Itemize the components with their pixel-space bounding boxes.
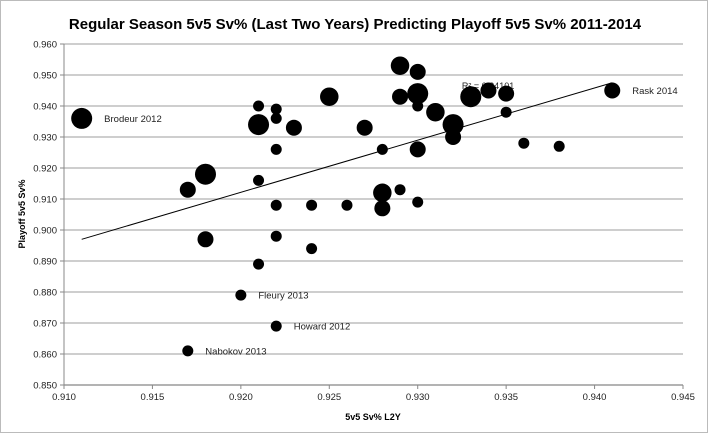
- data-point: [270, 112, 282, 124]
- data-point: [341, 199, 353, 211]
- y-tick-label: 0.950: [33, 71, 57, 82]
- data-point: [248, 114, 270, 136]
- x-tick-label: 0.920: [229, 392, 253, 403]
- data-point: [394, 184, 406, 196]
- x-tick-label: 0.915: [141, 392, 165, 403]
- y-tick-label: 0.930: [33, 133, 57, 144]
- x-tick-label: 0.925: [317, 392, 341, 403]
- data-point: [253, 258, 265, 270]
- data-point: [409, 141, 426, 158]
- data-point: [553, 140, 565, 152]
- y-tick-label: 0.940: [33, 102, 57, 113]
- data-point: [182, 345, 194, 357]
- x-axis-label: 5v5 Sv% L2Y: [345, 412, 401, 422]
- data-point: [285, 119, 302, 136]
- y-tick-label: 0.880: [33, 288, 57, 299]
- data-point: [306, 243, 318, 255]
- x-tick-label: 0.945: [671, 392, 695, 403]
- data-point: [270, 143, 282, 155]
- point-label: Howard 2012: [294, 322, 351, 333]
- data-point: [270, 103, 282, 115]
- data-point: [604, 82, 621, 99]
- data-point: [270, 230, 282, 242]
- y-tick-label: 0.870: [33, 319, 57, 330]
- data-point: [194, 163, 216, 185]
- data-point: [392, 88, 409, 105]
- data-point: [412, 196, 424, 208]
- point-label: Rask 2014: [632, 86, 677, 97]
- chart-title: Regular Season 5v5 Sv% (Last Two Years) …: [69, 16, 642, 33]
- data-point: [498, 85, 515, 102]
- data-point: [426, 102, 445, 122]
- y-axis-label: Playoff 5v5 Sv%: [17, 179, 27, 248]
- data-point: [390, 56, 410, 75]
- trendline: [81, 82, 613, 240]
- data-point: [270, 199, 282, 211]
- data-point: [253, 100, 265, 112]
- data-point: [197, 231, 214, 248]
- data-point: [480, 82, 497, 99]
- x-tick-label: 0.910: [52, 392, 76, 403]
- y-tick-label: 0.890: [33, 257, 57, 268]
- y-tick-label: 0.910: [33, 195, 57, 206]
- data-point: [373, 183, 392, 203]
- data-point: [412, 100, 424, 112]
- data-point: [374, 200, 391, 217]
- y-tick-label: 0.860: [33, 350, 57, 361]
- data-point: [306, 199, 318, 211]
- y-tick-label: 0.900: [33, 226, 57, 237]
- x-tick-label: 0.930: [406, 392, 430, 403]
- y-tick-label: 0.850: [33, 381, 57, 392]
- y-tick-label: 0.920: [33, 164, 57, 175]
- y-tick-label: 0.960: [33, 40, 57, 51]
- data-point: [320, 87, 339, 106]
- data-point: [235, 289, 247, 301]
- data-point: [356, 119, 373, 136]
- x-tick-label: 0.940: [583, 392, 607, 403]
- data-point: [445, 129, 462, 145]
- point-label: Brodeur 2012: [104, 114, 162, 125]
- data-point: [71, 107, 93, 129]
- data-point: [253, 174, 265, 186]
- data-point: [460, 86, 482, 108]
- data-point: [518, 137, 530, 149]
- data-point: [500, 106, 512, 118]
- point-label: Fleury 2013: [258, 291, 308, 302]
- x-tick-label: 0.935: [494, 392, 518, 403]
- data-point: [407, 83, 429, 105]
- data-point: [442, 114, 464, 136]
- data-point: [179, 181, 196, 198]
- data-point: [376, 143, 388, 155]
- data-point: [409, 63, 426, 80]
- point-label: Nabokov 2013: [205, 346, 266, 357]
- data-point: [270, 320, 282, 332]
